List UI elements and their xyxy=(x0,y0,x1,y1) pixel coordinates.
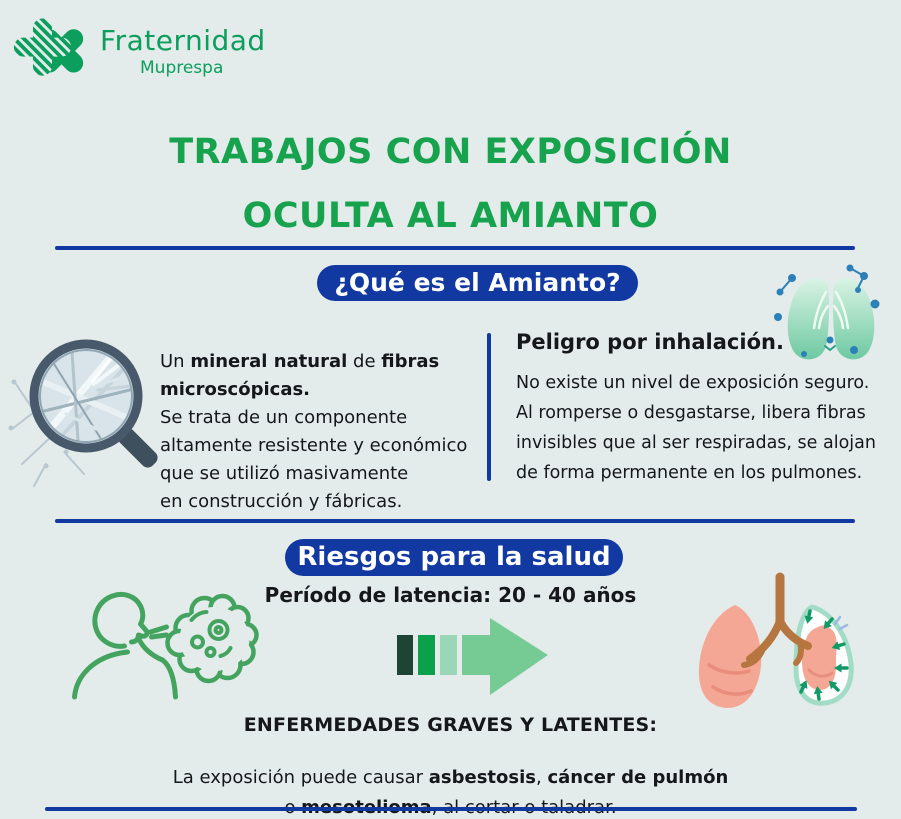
brand-subname: Muprespa xyxy=(140,58,224,78)
text-segment: No existe un nivel de exposición seguro. xyxy=(516,373,870,393)
title-line-2: OCULTA AL AMIANTO xyxy=(242,196,659,236)
title-line-1: TRABAJOS CON EXPOSICIÓN xyxy=(169,132,732,172)
text-segment: invisibles que al ser respiradas, se alo… xyxy=(516,433,876,453)
diseases-text: La exposición puede causar asbestosis, c… xyxy=(0,763,901,819)
text-segment-bold: asbestosis xyxy=(428,767,536,788)
divider-middle xyxy=(55,519,855,523)
brand-wordmark: Fraternidad Muprespa xyxy=(100,24,266,78)
text-segment: en construcción y fábricas. xyxy=(160,491,403,512)
lungs-inhaling-fibers-icon xyxy=(774,264,880,360)
text-segment: Al romperse o desgastarse, libera fibras xyxy=(516,403,866,423)
diseases-heading: ENFERMEDADES GRAVES Y LATENTES: xyxy=(243,714,658,736)
brand-name: Fraternidad xyxy=(100,24,266,57)
brand-logo: Fraternidad Muprespa xyxy=(12,14,266,84)
text-segment-bold: fibras xyxy=(381,351,440,372)
page-title: TRABAJOS CON EXPOSICIÓN OCULTA AL AMIANT… xyxy=(0,120,901,248)
text-segment: de forma permanente en los pulmones. xyxy=(516,463,863,483)
latency-period-text: Período de latencia: 20 - 40 años xyxy=(264,583,637,607)
divider-bottom xyxy=(45,807,857,811)
latency-arrow-icon xyxy=(397,618,548,695)
text-segment: Un xyxy=(160,351,191,372)
text-segment: que se utilizó masivamente xyxy=(160,463,409,484)
text-segment-bold: cáncer de pulmón xyxy=(547,767,729,788)
inhalation-danger-block: Peligro por inhalación. No existe un niv… xyxy=(516,330,891,488)
vertical-divider xyxy=(487,333,491,481)
text-segment-bold: microscópicas. xyxy=(160,379,311,400)
text-segment: , xyxy=(536,767,548,788)
text-segment-bold: mineral natural xyxy=(190,351,348,372)
asbestos-fibers-magnifier-illustration xyxy=(8,339,158,487)
coughing-person-icon xyxy=(72,591,259,700)
inhalation-danger-text: No existe un nivel de exposición seguro.… xyxy=(516,368,891,488)
text-segment: altamente resistente y económico xyxy=(160,435,468,456)
divider-top xyxy=(55,246,855,250)
section-badge-what-is-asbestos: ¿Qué es el Amianto? xyxy=(317,265,638,301)
text-segment: La exposición puede causar xyxy=(172,767,429,788)
text-segment: Se trata de un componente xyxy=(160,407,408,428)
inhalation-danger-heading: Peligro por inhalación. xyxy=(516,330,784,354)
amianto-description: Un mineral natural de fibras microscópic… xyxy=(160,348,490,516)
fraternidad-clover-icon xyxy=(13,18,84,76)
damaged-lungs-illustration xyxy=(698,572,854,708)
inward-arrows xyxy=(799,609,849,701)
section-badge-health-risks: Riesgos para la salud xyxy=(285,539,623,576)
text-segment: de xyxy=(347,351,382,372)
